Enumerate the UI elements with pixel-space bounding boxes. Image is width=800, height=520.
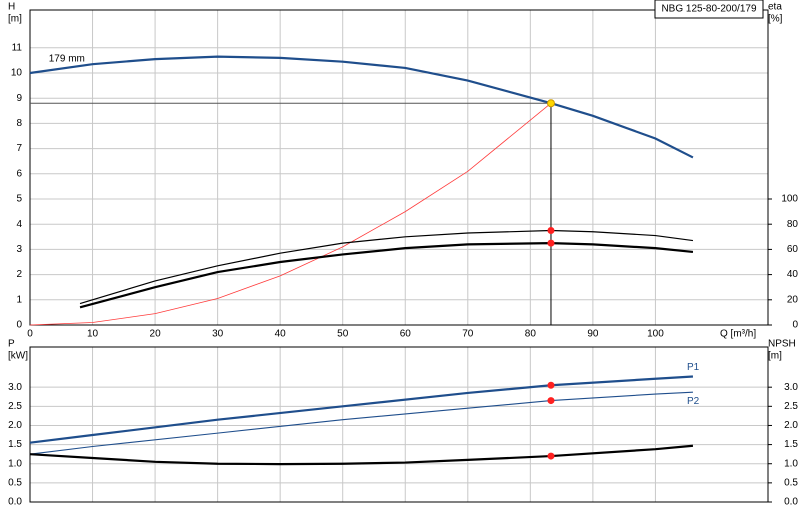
y-tick-label: 1.0 xyxy=(8,458,22,469)
x-tick-label: 70 xyxy=(462,329,474,340)
x-tick-label: 30 xyxy=(212,329,224,340)
curve-label: 179 mm xyxy=(49,54,85,65)
y2-tick-label: 80 xyxy=(787,219,799,230)
x-tick-label: 0 xyxy=(27,329,33,340)
y-tick-label: 0.0 xyxy=(8,497,22,508)
y2-tick-label: 3.0 xyxy=(784,382,798,393)
x-tick-label: 100 xyxy=(647,329,664,340)
y-axis-label: P xyxy=(8,339,15,350)
series-label: P2 xyxy=(687,396,700,407)
y-tick-label: 8 xyxy=(16,118,22,129)
y2-tick-label: 2.5 xyxy=(784,401,798,412)
y2-tick-label: 2.0 xyxy=(784,420,798,431)
y-tick-label: 2.0 xyxy=(8,420,22,431)
y2-tick-label: 100 xyxy=(781,194,798,205)
y2-tick-label: 0.0 xyxy=(784,497,798,508)
x-tick-label: 20 xyxy=(150,329,162,340)
operating-point xyxy=(547,397,555,405)
y2-tick-label: 1.0 xyxy=(784,458,798,469)
y-tick-label: 4 xyxy=(16,219,22,230)
y-tick-label: 7 xyxy=(16,143,22,154)
y-tick-label: 0 xyxy=(16,320,22,331)
y-tick-label: 10 xyxy=(11,68,23,79)
x-tick-label: 50 xyxy=(337,329,349,340)
y2-axis-label: NPSH xyxy=(768,339,796,350)
series-label: P1 xyxy=(687,362,700,373)
y2-axis-label: eta xyxy=(768,2,782,13)
y2-tick-label: 20 xyxy=(787,294,799,305)
y2-axis-unit: [m] xyxy=(768,351,782,362)
series-line xyxy=(29,391,693,455)
y2-tick-label: 0 xyxy=(792,320,798,331)
y-tick-label: 2 xyxy=(16,269,22,280)
y-tick-label: 11 xyxy=(12,42,23,53)
y-tick-label: 2.5 xyxy=(8,401,22,412)
operating-point xyxy=(547,239,555,247)
operating-point xyxy=(547,452,555,460)
y-tick-label: 1.5 xyxy=(8,439,22,450)
series-line xyxy=(29,55,694,159)
series-line xyxy=(29,375,694,444)
plot-frame xyxy=(29,9,769,326)
series-line xyxy=(29,102,552,326)
y2-tick-label: 1.5 xyxy=(784,439,798,450)
y-tick-label: 9 xyxy=(16,93,22,104)
x-tick-label: 10 xyxy=(87,329,99,340)
model-box xyxy=(654,0,764,19)
x-tick-label: 60 xyxy=(400,329,412,340)
plot-frame xyxy=(29,346,769,503)
operating-point xyxy=(547,227,555,234)
y-tick-label: 5 xyxy=(16,194,22,205)
y-tick-label: 6 xyxy=(16,168,22,179)
y-axis-unit: [kW] xyxy=(8,351,28,362)
x-axis-label: Q [m³/h] xyxy=(720,329,756,340)
y-tick-label: 3.0 xyxy=(8,382,22,393)
series-line xyxy=(79,241,694,309)
y2-axis-unit: [%] xyxy=(768,14,783,25)
operating-point xyxy=(546,99,555,108)
operating-point xyxy=(547,381,555,389)
y-axis-label: H xyxy=(8,2,15,13)
y2-tick-label: 0.5 xyxy=(784,478,798,489)
y2-tick-label: 60 xyxy=(787,244,799,255)
y-axis-unit: [m] xyxy=(8,14,22,25)
series-line xyxy=(79,229,694,305)
y2-tick-label: 40 xyxy=(787,269,799,280)
y-tick-label: 3 xyxy=(16,244,22,255)
y-tick-label: 0.5 xyxy=(8,478,22,489)
y-tick-label: 1 xyxy=(16,294,22,305)
x-tick-label: 90 xyxy=(587,329,599,340)
model-label: NBG 125-80-200/179 xyxy=(661,4,757,15)
x-tick-label: 40 xyxy=(275,329,287,340)
x-tick-label: 80 xyxy=(525,329,537,340)
series-line xyxy=(29,444,694,466)
